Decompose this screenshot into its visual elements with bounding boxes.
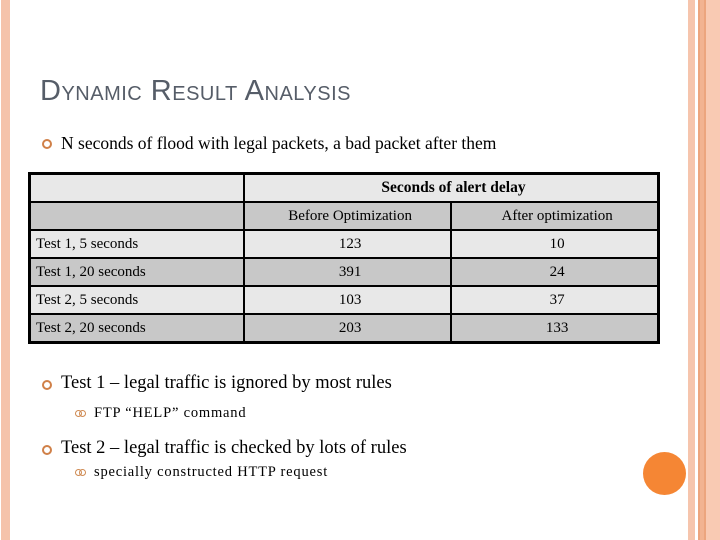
linked-rings-bullet-icon xyxy=(75,469,86,476)
right-edge-stripe xyxy=(698,0,700,540)
circle-bullet-icon xyxy=(42,139,52,149)
row-label: Test 1, 20 seconds xyxy=(28,257,245,287)
left-edge-stripe xyxy=(1,0,10,540)
table-row: Test 2, 20 seconds 203 133 xyxy=(28,313,660,344)
alert-delay-table: Seconds of alert delay Before Optimizati… xyxy=(28,172,660,344)
empty-header-cell xyxy=(28,201,245,231)
right-edge-stripe xyxy=(704,0,706,540)
row-label: Test 2, 5 seconds xyxy=(28,285,245,315)
list-item: Test 1 – legal traffic is ignored by mos… xyxy=(42,373,642,394)
table-row: Test 1, 5 seconds 123 10 xyxy=(28,229,660,259)
cell-after: 37 xyxy=(450,285,660,315)
decorative-circle xyxy=(643,452,686,495)
cell-before: 391 xyxy=(242,257,453,287)
cell-after: 24 xyxy=(450,257,660,287)
column-header: After optimization xyxy=(450,201,660,231)
empty-header-cell xyxy=(28,172,245,203)
list-item: N seconds of flood with legal packets, a… xyxy=(42,133,642,154)
page-title: Dynamic Result Analysis xyxy=(40,75,352,107)
column-header: Before Optimization xyxy=(242,201,453,231)
table-header-row: Seconds of alert delay xyxy=(28,172,660,203)
bullet-text: N seconds of flood with legal packets, a… xyxy=(61,133,497,153)
row-label: Test 2, 20 seconds xyxy=(28,313,245,344)
linked-rings-bullet-icon xyxy=(75,410,86,417)
right-edge-stripe xyxy=(706,0,720,540)
table-subheader-row: Before Optimization After optimization xyxy=(28,201,660,231)
sub-bullet-text: specially constructed HTTP request xyxy=(94,464,329,480)
cell-before: 123 xyxy=(242,229,453,259)
circle-bullet-icon xyxy=(42,445,52,455)
circle-bullet-icon xyxy=(42,380,52,390)
sub-list-item: FTP “HELP” command xyxy=(75,405,246,422)
list-item: Test 2 – legal traffic is checked by lot… xyxy=(42,438,642,459)
sub-bullet-text: FTP “HELP” command xyxy=(94,405,247,421)
cell-before: 103 xyxy=(242,285,453,315)
row-label: Test 1, 5 seconds xyxy=(28,229,245,259)
right-edge-stripe xyxy=(700,0,704,540)
bullet-text: Test 2 – legal traffic is checked by lot… xyxy=(61,438,407,458)
cell-after: 10 xyxy=(450,229,660,259)
table-row: Test 1, 20 seconds 391 24 xyxy=(28,257,660,287)
cell-after: 133 xyxy=(450,313,660,344)
cell-before: 203 xyxy=(242,313,453,344)
sub-list-item: specially constructed HTTP request xyxy=(75,464,328,481)
table-row: Test 2, 5 seconds 103 37 xyxy=(28,285,660,315)
bullet-text: Test 1 – legal traffic is ignored by mos… xyxy=(61,373,392,393)
right-edge-stripe xyxy=(688,0,695,540)
merged-header-cell: Seconds of alert delay xyxy=(243,172,660,203)
